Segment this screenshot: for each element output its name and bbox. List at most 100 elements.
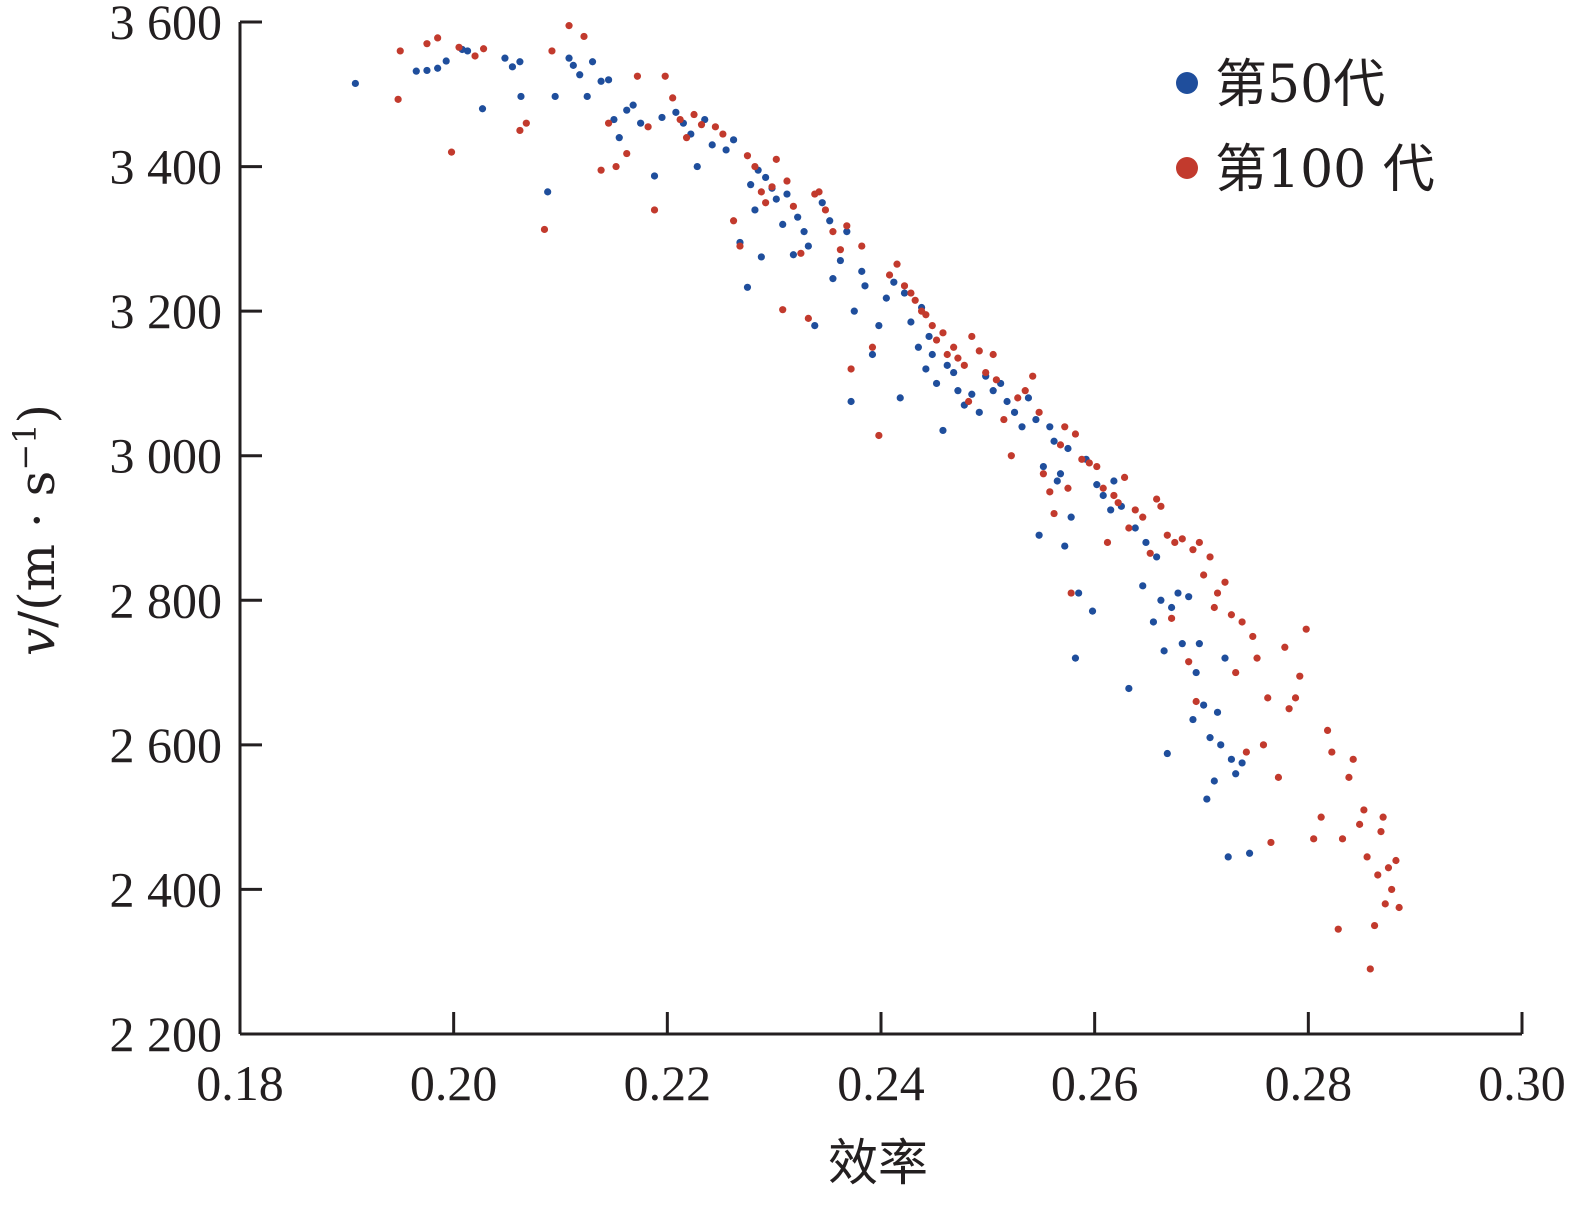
series-gen50-point: [412, 67, 420, 75]
series-gen100-point: [540, 225, 549, 234]
series-gen50-point: [658, 113, 666, 122]
series-gen50-point: [672, 108, 680, 116]
series-gen100-point: [932, 336, 941, 344]
y-tick-label: 3 000: [110, 428, 223, 484]
series-gen50-point: [1195, 640, 1203, 648]
series-gen50-point: [1093, 481, 1101, 489]
series-gen100-point: [1139, 513, 1147, 521]
series-gen50-point: [1149, 618, 1158, 626]
series-gen100-point: [633, 72, 642, 80]
series-gen50-point: [829, 275, 837, 283]
series-gen100-point: [982, 368, 990, 377]
y-tick-label: 2 200: [110, 1006, 223, 1062]
series-gen100-point: [597, 166, 605, 174]
series-gen100-point: [1200, 571, 1208, 579]
series-gen100-point: [729, 217, 738, 225]
series-gen100-point: [1338, 835, 1347, 843]
series-gen50-point: [629, 101, 637, 109]
series-gen100-point: [396, 47, 404, 55]
series-gen100-point: [1189, 546, 1197, 554]
series-gen50-point: [800, 228, 808, 236]
series-gen100-point: [1242, 748, 1250, 756]
series-gen100-point: [943, 350, 951, 359]
series-gen50-point: [729, 136, 738, 144]
series-gen100-point: [1210, 603, 1218, 612]
series-gen100-point: [1195, 538, 1203, 547]
series-gen100-point: [1377, 828, 1385, 836]
series-gen50-point: [943, 361, 951, 369]
y-tick-label: 2 600: [110, 717, 223, 773]
series-gen100-point: [1379, 813, 1387, 821]
series-gen50-point: [1206, 734, 1214, 742]
series-gen50-point: [650, 172, 659, 180]
series-gen100-point: [1120, 473, 1129, 481]
series-gen100-point: [1021, 387, 1029, 395]
series-gen100-point: [1274, 773, 1283, 781]
series-gen100-point: [423, 40, 431, 48]
y-tick-label: 3 400: [110, 139, 223, 195]
series-gen100-point: [1232, 668, 1240, 677]
series-gen100-point: [1071, 430, 1080, 438]
x-ticks: 0.18 0.20 0.22 0.24 0.26 0.28 0.30: [196, 1012, 1566, 1111]
series-gen100-point: [1185, 658, 1193, 666]
series-gen100-point: [1061, 423, 1069, 431]
series-gen50-point: [637, 119, 645, 127]
series-gen50-point: [968, 390, 976, 398]
series-gen100-point: [922, 311, 930, 319]
series-gen100-point: [1085, 459, 1093, 467]
legend-label-gen50: 第50代: [1215, 55, 1385, 115]
series-gen50-point: [1153, 553, 1161, 561]
series-gen100-point: [1206, 553, 1214, 561]
series-gen100-point: [1103, 538, 1112, 547]
y-axis-title-unit: /(m · s: [8, 471, 66, 628]
series-gen50-point: [1099, 491, 1107, 500]
series-gen100-point: [757, 188, 765, 196]
series-gen100-point: [1064, 484, 1072, 492]
series-gen100-point: [847, 365, 855, 373]
series-gen50-point: [1107, 506, 1115, 514]
series-gen100-point: [1328, 748, 1336, 756]
series-gen100-point: [1381, 900, 1389, 908]
series-gen50-point: [1238, 759, 1246, 767]
series-gen100-point: [697, 121, 706, 129]
series-gen50-point: [576, 71, 584, 79]
series-gen50-point: [1110, 477, 1118, 485]
series-gen50-point: [1088, 607, 1097, 615]
series-gen100-point: [1131, 506, 1139, 514]
series-gen50-point: [610, 115, 618, 124]
series-gen50-point: [757, 253, 765, 261]
series-gen100-point: [1125, 524, 1133, 532]
series-gen100-point: [1000, 415, 1008, 424]
series-gen50-point: [914, 343, 922, 351]
series-gen50-point: [794, 213, 802, 221]
series-gen100-point: [815, 188, 823, 196]
series-gen50-point: [890, 278, 898, 286]
series-gen100-point: [1093, 462, 1101, 471]
series-gen100-point: [661, 72, 669, 80]
series-gen50-point: [565, 54, 573, 62]
x-tick-label: 0.22: [624, 1055, 712, 1111]
series-gen50-point: [779, 220, 787, 228]
series-gen100-point: [1213, 589, 1222, 597]
series-gen100-point: [1178, 535, 1186, 543]
series-gen100-point: [858, 242, 866, 250]
series-gen50-point: [1245, 849, 1254, 857]
series-gen100-point: [711, 123, 720, 131]
series-gen50-point: [1046, 423, 1054, 431]
series-gen100-point: [954, 354, 962, 362]
series-gen50-point: [847, 397, 855, 406]
series-gen50-point: [762, 173, 770, 182]
series-gen50-point: [858, 267, 866, 275]
series-gen50-point: [751, 206, 759, 214]
series-gen50-point: [772, 195, 780, 203]
series-gen100-point: [1370, 921, 1379, 930]
series-gen100-point: [1249, 632, 1257, 641]
y-axis-title-exponent: −1: [6, 423, 44, 470]
series-gen100-point: [868, 343, 877, 351]
series-gen100-point: [1291, 694, 1300, 702]
series-gen50-point: [1061, 542, 1069, 550]
series-gen50-point: [1203, 795, 1211, 803]
series-gen50-point: [1210, 777, 1218, 785]
x-tick-label: 0.20: [410, 1055, 498, 1111]
x-tick-label: 0.18: [196, 1055, 284, 1111]
